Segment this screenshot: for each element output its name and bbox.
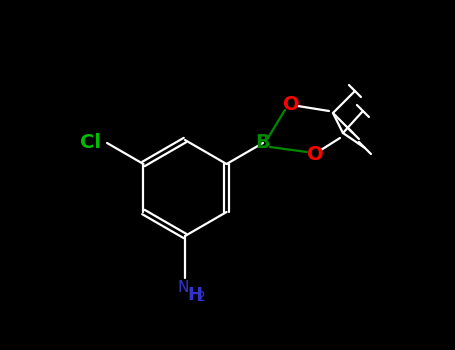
- Text: O: O: [283, 96, 299, 114]
- Text: H: H: [187, 286, 202, 304]
- Text: Cl: Cl: [80, 133, 101, 153]
- Text: B: B: [256, 133, 270, 153]
- Text: N: N: [177, 280, 189, 295]
- Text: 2: 2: [197, 290, 206, 304]
- Text: O: O: [307, 146, 323, 164]
